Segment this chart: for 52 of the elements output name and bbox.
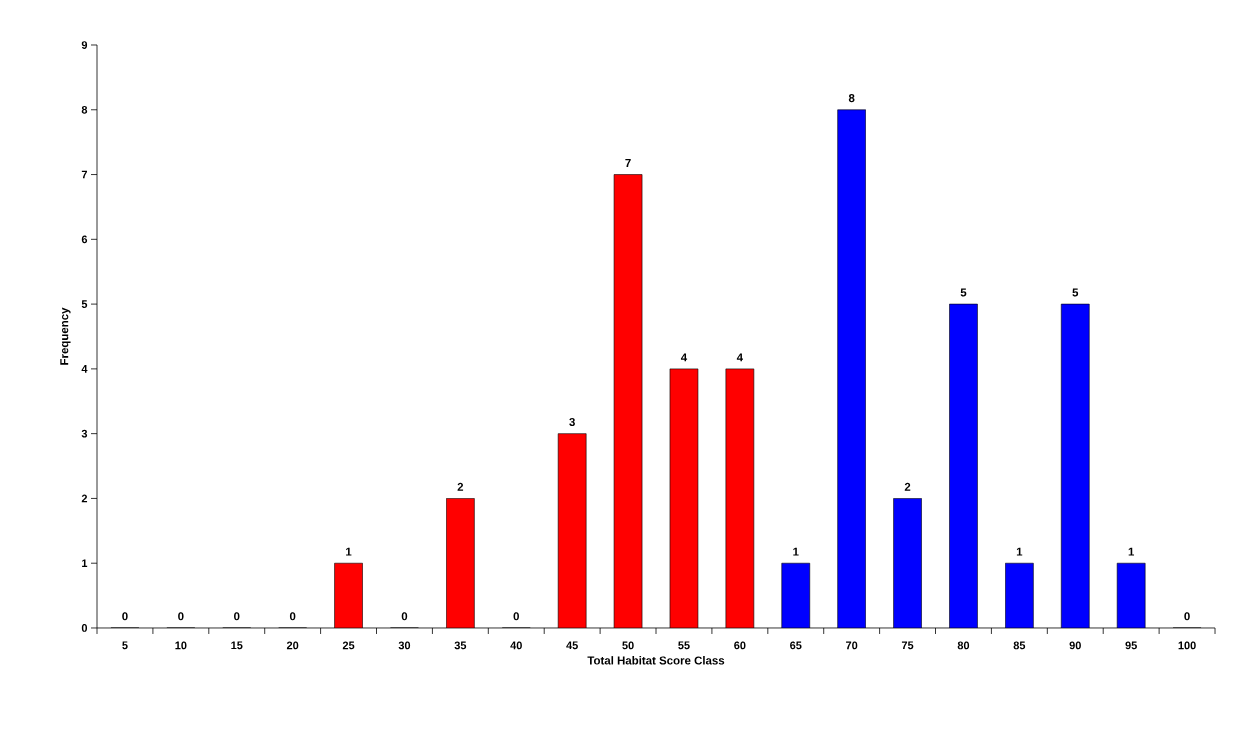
y-tick-label: 0 [81,624,88,632]
x-tick-label: 75 [901,641,914,650]
data-label: 1 [1016,547,1023,556]
data-label: 3 [569,417,575,427]
x-tick-label: 85 [1013,641,1026,650]
x-tick-label: 95 [1125,641,1137,650]
data-label: 0 [513,612,519,621]
x-tick-label: 5 [122,641,128,650]
x-tick-label: 30 [398,641,411,650]
data-label: 0 [401,612,408,621]
x-tick-label: 55 [678,641,690,650]
x-tick-label: 20 [286,641,299,650]
data-label: 0 [122,612,128,621]
data-label: 1 [346,547,352,556]
data-label: 4 [680,353,688,362]
x-tick-label: 45 [566,641,578,650]
x-tick-label: 70 [846,641,858,650]
data-label: 0 [234,612,240,621]
data-label: 7 [625,159,631,167]
data-label: 0 [1184,612,1190,621]
y-axis-title: Frequency [60,307,71,365]
data-label: 8 [848,94,855,103]
y-tick-label: 2 [81,494,88,503]
data-label: 2 [457,482,464,491]
data-label: 0 [178,612,184,621]
y-tick-label: 5 [81,300,88,308]
x-tick-label: 40 [510,641,522,650]
y-tick-label: 7 [81,170,87,179]
y-tick-label: 3 [81,429,88,438]
data-label: 5 [960,288,967,297]
y-tick-label: 1 [82,559,88,567]
x-tick-label: 25 [342,641,355,650]
data-label: 5 [1072,288,1079,297]
y-tick-label: 9 [81,41,88,49]
data-label: 4 [736,353,743,362]
x-tick-label: 60 [734,641,746,650]
x-tick-label: 15 [231,641,243,650]
data-label: 0 [289,612,296,621]
x-tick-label: 50 [622,641,634,650]
x-axis-title: Total Habitat Score Class [587,656,725,665]
x-tick-label: 100 [1178,641,1196,650]
x-tick-label: 10 [175,641,187,650]
x-tick-label: 35 [454,641,467,650]
data-label: 2 [904,482,911,491]
data-label: 1 [793,547,799,556]
x-tick-label: 65 [790,641,802,650]
x-tick-label: 90 [1069,641,1081,650]
x-tick-label: 80 [957,641,970,650]
y-tick-label: 8 [81,105,88,114]
y-tick-label: 6 [81,235,88,244]
y-tick-label: 4 [81,365,88,373]
data-label: 1 [1128,547,1135,556]
